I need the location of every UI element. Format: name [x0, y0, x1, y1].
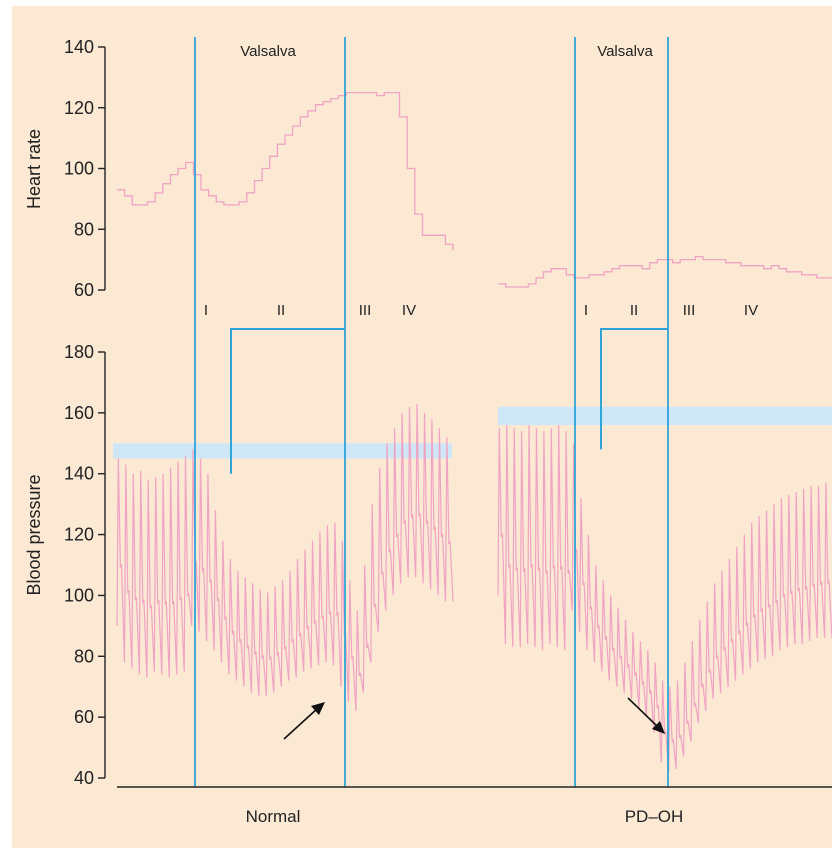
bp-tick-label: 180: [64, 342, 94, 362]
bp-tick-label: 160: [64, 403, 94, 423]
normal-phase-bracket: [230, 328, 345, 474]
axes: [98, 46, 832, 788]
normal-nadir-arrow-shaft: [283, 707, 319, 740]
pd-oh-phase-bracket: [600, 328, 668, 450]
pd-oh-phase-label: III: [683, 302, 696, 319]
blood-pressure-ticks: [98, 351, 105, 779]
normal-group-label: Normal: [246, 807, 301, 826]
normal-phase-label: III: [359, 302, 372, 319]
pd-oh-valsalva-label: Valsalva: [597, 43, 653, 60]
pd-oh-phase-label: I: [584, 302, 588, 319]
bp-tick-label: 140: [64, 464, 94, 484]
heart-rate-tick-labels: 140 120 100 80 60: [64, 37, 94, 300]
bp-tick-label: 40: [74, 768, 94, 788]
normal-valsalva-label: Valsalva: [240, 43, 296, 60]
bp-tick-label: 60: [74, 707, 94, 727]
bp-tick-label: 80: [74, 646, 94, 666]
pd-oh-phase-label: IV: [744, 302, 758, 319]
hr-tick-label: 120: [64, 98, 94, 118]
heart-rate-trace-pd-oh: [498, 255, 832, 288]
figure-background: [12, 6, 832, 848]
normal-phase-label: I: [204, 302, 208, 319]
phase-labels: I II III IV I II III IV: [204, 302, 758, 319]
normal-reference-band: [113, 443, 452, 459]
pd-oh-nadir-arrow-head: [652, 721, 665, 734]
traces-group: [116, 91, 832, 772]
bp-tick-label: 100: [64, 585, 94, 605]
blood-pressure-tick-labels: 180 160 140 120 100 80 60 40: [64, 342, 94, 788]
heart-rate-trace-normal: [117, 91, 454, 251]
bp-tick-label: 120: [64, 525, 94, 545]
pd-oh-group-label: PD–OH: [625, 807, 684, 826]
hr-tick-label: 100: [64, 159, 94, 179]
normal-phase-label: II: [277, 302, 285, 319]
normal-phase-label: IV: [402, 302, 416, 319]
pd-oh-reference-band: [498, 406, 832, 426]
blood-pressure-trace-pd-oh: [497, 424, 832, 772]
normal-nadir-arrow-head: [311, 702, 325, 715]
heart-rate-ticks: [98, 46, 105, 291]
blood-pressure-trace-normal: [116, 403, 454, 712]
hr-tick-label: 80: [74, 219, 94, 239]
pd-oh-phase-label: II: [630, 302, 638, 319]
pd-oh-nadir-arrow-shaft: [627, 697, 659, 728]
heart-rate-axis-title: Heart rate: [24, 129, 44, 209]
hr-tick-label: 140: [64, 37, 94, 57]
arrows: [283, 697, 665, 740]
hr-tick-label: 60: [74, 280, 94, 300]
maneuver-lines: [194, 37, 669, 787]
blood-pressure-axis-title: Blood pressure: [24, 474, 44, 595]
